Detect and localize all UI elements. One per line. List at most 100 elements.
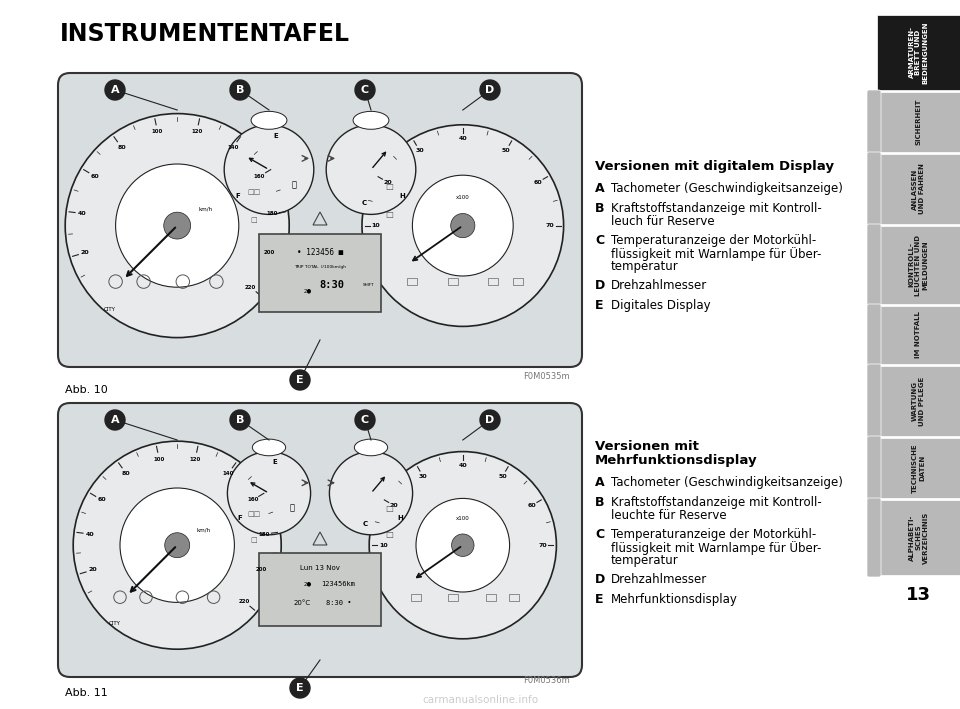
Bar (877, 306, 960, 364)
Text: 100: 100 (152, 129, 163, 134)
Circle shape (105, 410, 125, 430)
Ellipse shape (354, 439, 388, 456)
Bar (877, 154, 960, 224)
Text: 20: 20 (88, 567, 97, 572)
Text: C: C (361, 85, 369, 95)
Text: KONTROLL-
LEUCHTEN UND
MELDUNGEN: KONTROLL- LEUCHTEN UND MELDUNGEN (908, 235, 928, 296)
Text: x100: x100 (456, 195, 469, 200)
FancyBboxPatch shape (58, 403, 582, 677)
Text: □: □ (251, 537, 257, 543)
Circle shape (164, 212, 191, 239)
Text: □□: □□ (247, 511, 260, 517)
Circle shape (165, 532, 190, 558)
Text: km/h: km/h (196, 527, 210, 532)
Circle shape (115, 164, 239, 287)
Text: D: D (595, 279, 605, 292)
Text: 50: 50 (502, 148, 511, 153)
Bar (877, 366, 960, 436)
Text: temperatur: temperatur (611, 260, 679, 273)
Bar (877, 92, 960, 152)
Text: WARTUNG
UND PFLEGE: WARTUNG UND PFLEGE (912, 376, 925, 425)
Text: B: B (595, 202, 605, 215)
FancyBboxPatch shape (867, 364, 881, 438)
Text: 70: 70 (545, 223, 554, 228)
Text: C: C (362, 200, 367, 206)
Text: 140: 140 (228, 145, 239, 150)
Circle shape (73, 441, 281, 649)
Text: 2●: 2● (303, 581, 312, 586)
Circle shape (329, 452, 413, 535)
Circle shape (480, 80, 500, 100)
Text: D: D (486, 415, 494, 425)
Bar (448, 593, 459, 601)
Text: 2●: 2● (303, 288, 312, 293)
Text: Drehzahlmesser: Drehzahlmesser (611, 279, 708, 292)
Circle shape (65, 113, 289, 337)
Text: Abb. 10: Abb. 10 (65, 385, 108, 395)
Ellipse shape (353, 111, 389, 129)
Text: 40: 40 (459, 136, 468, 141)
Bar (877, 438, 960, 498)
Text: D: D (486, 85, 494, 95)
Text: E: E (273, 459, 277, 465)
Text: □: □ (251, 217, 257, 223)
Bar (447, 278, 458, 285)
Text: CITY: CITY (104, 307, 116, 312)
Circle shape (370, 452, 557, 639)
Text: E: E (297, 375, 303, 385)
Text: D: D (595, 573, 605, 586)
Text: SICHERHEIT: SICHERHEIT (916, 99, 922, 145)
Text: 20: 20 (383, 179, 392, 185)
Bar (877, 15, 960, 90)
Text: Mehrfunktionsdisplay: Mehrfunktionsdisplay (611, 593, 738, 606)
Bar (407, 278, 418, 285)
Text: H: H (397, 515, 403, 521)
Text: F0M0536m: F0M0536m (523, 676, 570, 685)
Text: 20°C: 20°C (293, 600, 310, 605)
Bar (514, 278, 523, 285)
Text: Lun 13 Nov: Lun 13 Nov (300, 564, 340, 571)
Text: C: C (362, 521, 368, 527)
Text: 80: 80 (122, 471, 131, 476)
Text: 30: 30 (415, 148, 423, 153)
Text: temperatur: temperatur (611, 554, 679, 567)
Text: 40: 40 (85, 532, 94, 537)
Text: km/h: km/h (198, 206, 212, 211)
Bar (488, 278, 498, 285)
Text: ALPHABETI-
SCHES
VERZEICHNIS: ALPHABETI- SCHES VERZEICHNIS (908, 511, 928, 564)
Text: Tachometer (Geschwindigkeitsanzeige): Tachometer (Geschwindigkeitsanzeige) (611, 182, 843, 195)
Circle shape (451, 534, 474, 557)
Text: 20: 20 (390, 503, 398, 508)
Text: 180: 180 (259, 532, 270, 537)
Text: 200: 200 (264, 250, 275, 255)
Text: 30: 30 (419, 474, 427, 479)
Text: 40: 40 (459, 463, 468, 468)
Text: A: A (595, 476, 605, 489)
Text: 80: 80 (117, 145, 126, 150)
Text: □□: □□ (247, 189, 260, 195)
Text: ⛽: ⛽ (289, 503, 295, 513)
Text: 120: 120 (191, 129, 203, 134)
Bar (486, 593, 496, 601)
Text: E: E (595, 593, 604, 606)
Text: B: B (236, 85, 244, 95)
Text: IM NOTFALL: IM NOTFALL (916, 311, 922, 359)
Text: 200: 200 (256, 567, 267, 572)
Circle shape (480, 410, 500, 430)
Circle shape (230, 80, 250, 100)
Text: E: E (274, 133, 278, 139)
Circle shape (105, 80, 125, 100)
Text: leuchte für Reserve: leuchte für Reserve (611, 509, 727, 522)
Text: Versionen mit digitalem Display: Versionen mit digitalem Display (595, 160, 834, 173)
FancyBboxPatch shape (58, 73, 582, 367)
Text: • 123456 ■: • 123456 ■ (297, 247, 343, 257)
Text: Mehrfunktionsdisplay: Mehrfunktionsdisplay (595, 454, 757, 467)
Text: C: C (595, 234, 604, 247)
Circle shape (450, 213, 475, 238)
FancyBboxPatch shape (867, 304, 881, 366)
FancyBboxPatch shape (259, 553, 381, 626)
Circle shape (120, 488, 234, 603)
Circle shape (290, 678, 310, 698)
Text: F: F (235, 194, 240, 199)
Text: 160: 160 (247, 498, 258, 503)
